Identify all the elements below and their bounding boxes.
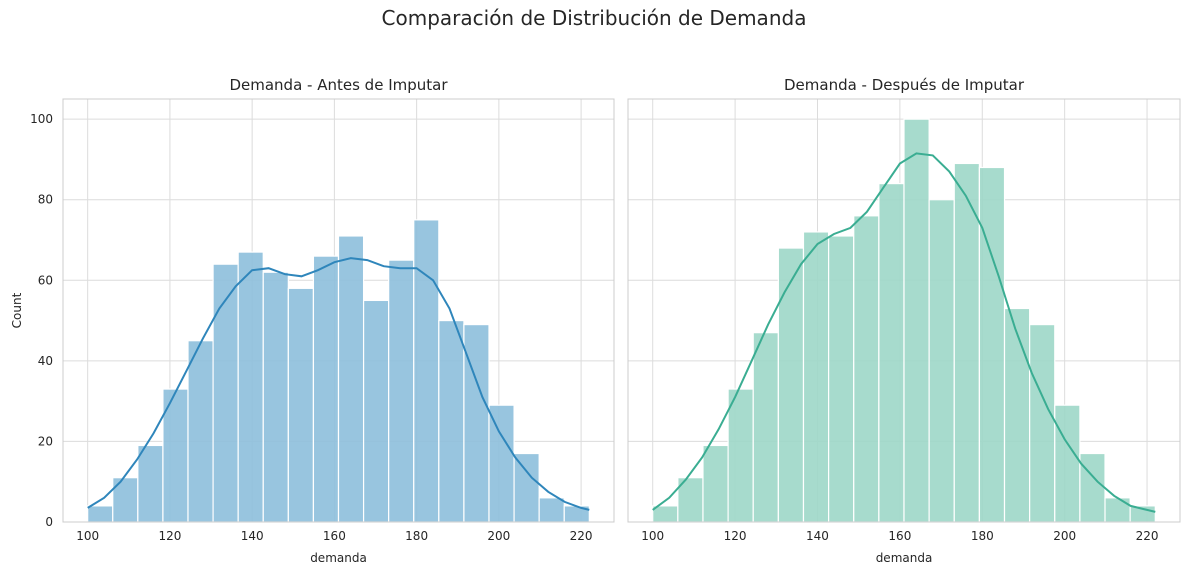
histogram-bar bbox=[1104, 497, 1131, 523]
x-axis-label: demanda bbox=[876, 551, 933, 565]
y-tick-label: 20 bbox=[38, 434, 53, 448]
figure-suptitle: Comparación de Distribución de Demanda bbox=[382, 6, 807, 30]
histogram-bar bbox=[413, 219, 440, 523]
histogram-bar bbox=[853, 215, 880, 523]
y-tick-label: 100 bbox=[30, 112, 53, 126]
x-tick-label: 120 bbox=[724, 529, 747, 543]
histogram-bar bbox=[903, 118, 930, 523]
y-tick-label: 40 bbox=[38, 354, 53, 368]
histogram-bar bbox=[928, 199, 955, 523]
y-tick-label: 80 bbox=[38, 193, 53, 207]
x-axis-label: demanda bbox=[310, 551, 367, 565]
histogram-bar bbox=[312, 255, 340, 523]
histogram-bar bbox=[1029, 324, 1056, 523]
axes-title: Demanda - Antes de Imputar bbox=[229, 76, 448, 94]
histogram-bar bbox=[1054, 404, 1081, 523]
x-tick-label: 140 bbox=[806, 529, 829, 543]
x-tick-label: 160 bbox=[323, 529, 346, 543]
histogram-bar bbox=[953, 162, 980, 523]
axes-frame bbox=[62, 98, 615, 523]
histogram-bar bbox=[137, 444, 164, 523]
x-tick-label: 180 bbox=[971, 529, 994, 543]
kde-line bbox=[652, 152, 1156, 513]
histogram-bar bbox=[878, 183, 905, 523]
histogram-bar bbox=[752, 332, 779, 523]
histogram-bar bbox=[513, 452, 540, 523]
histogram-bar bbox=[187, 340, 214, 523]
histogram-bar bbox=[262, 271, 289, 523]
histogram-bar bbox=[337, 235, 365, 523]
y-tick-label: 60 bbox=[38, 273, 53, 287]
histogram-bar bbox=[727, 388, 754, 523]
y-tick-label: 0 bbox=[45, 515, 53, 529]
kde-line bbox=[87, 257, 590, 511]
histogram-bar bbox=[237, 251, 264, 523]
histogram-bar bbox=[87, 505, 114, 523]
x-tick-label: 180 bbox=[405, 529, 428, 543]
histogram-bar bbox=[438, 319, 465, 523]
histogram-bar bbox=[463, 324, 490, 523]
left-histogram: 100 120 140 160 180 200 220 0 20 40 60 80 100 Demanda… bbox=[10, 76, 615, 565]
histogram-bar bbox=[802, 231, 830, 523]
histogram-bar bbox=[978, 166, 1006, 523]
x-tick-label: 160 bbox=[888, 529, 911, 543]
axes-title: Demanda - Después de Imputar bbox=[784, 76, 1025, 94]
histogram-bar bbox=[777, 247, 805, 523]
histogram-bar bbox=[828, 235, 855, 523]
y-axis-label: Count bbox=[10, 292, 24, 328]
histogram-bar bbox=[362, 299, 390, 523]
x-tick-label: 140 bbox=[241, 529, 264, 543]
x-tick-label: 100 bbox=[76, 529, 99, 543]
x-tick-label: 120 bbox=[158, 529, 181, 543]
histogram-bar bbox=[538, 497, 565, 523]
x-tick-label: 220 bbox=[1136, 529, 1159, 543]
x-tick-label: 100 bbox=[641, 529, 664, 543]
axes-frame bbox=[627, 98, 1181, 523]
x-tick-label: 200 bbox=[487, 529, 510, 543]
histogram-bar bbox=[488, 404, 515, 523]
right-histogram: 100 120 140 160 180 200 220 Demanda - Después d… bbox=[627, 76, 1181, 565]
histogram-bar bbox=[1003, 307, 1031, 523]
x-tick-label: 220 bbox=[570, 529, 593, 543]
histogram-bar bbox=[388, 259, 415, 523]
histogram-bar bbox=[212, 263, 239, 523]
histogram-bar bbox=[1079, 452, 1106, 523]
histogram-bar bbox=[702, 444, 729, 523]
x-tick-label: 200 bbox=[1053, 529, 1076, 543]
histogram-bar bbox=[287, 287, 315, 523]
